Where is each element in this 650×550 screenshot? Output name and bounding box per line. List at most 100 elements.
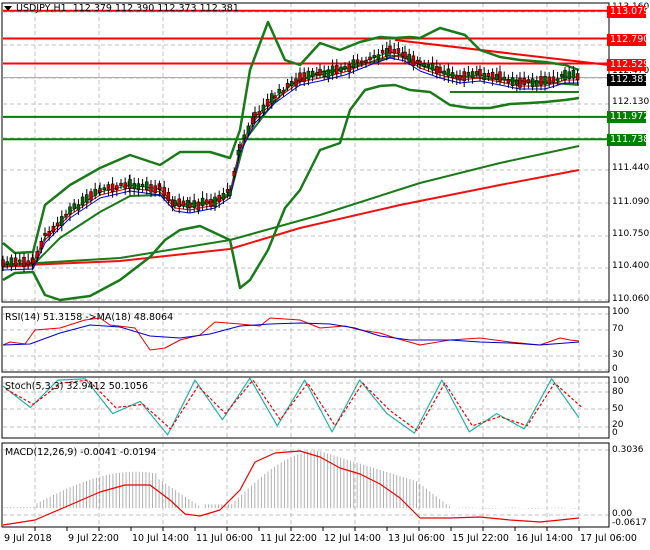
candle-body [106,184,111,191]
candle-body [281,90,286,94]
candle-body [490,71,495,80]
rsi-label: RSI(14) 51.3158 ->MA(18) 48.8064 [5,312,174,323]
candle-body [173,200,177,206]
price-level-label: 112.790 [607,34,649,46]
candle-body [177,198,181,208]
price-tick: 112.130 [612,97,650,107]
time-tick: 10 Jul 14:00 [132,533,189,544]
candle-body [294,78,298,87]
candle-body [102,187,106,190]
candle-body [39,240,44,249]
candle-body [242,134,246,140]
candle-body [140,183,145,187]
candle-body [55,222,60,227]
candle-body [253,111,257,117]
candle-body [310,70,315,77]
candle-body [466,71,471,76]
candle-body [9,257,14,267]
candle-body [322,71,326,78]
candle-body [265,98,270,107]
candle-body [567,71,571,79]
candle-body [153,185,157,194]
time-tick: 17 Jul 06:00 [580,533,637,544]
main-panel [1,2,610,303]
candle-body [290,81,294,87]
candle-body [430,63,435,71]
candle-body [302,72,306,82]
candle-body [132,183,136,190]
candle-body [162,187,166,196]
candle-body [188,202,192,208]
bollinger-upper [2,20,580,255]
candle-body [510,77,515,87]
candle-body [76,204,81,211]
candle-body [372,55,376,58]
candle-body [136,183,141,191]
candle-body [560,74,564,77]
candle-body [213,196,217,207]
price-level-label: 113.079 [607,6,649,18]
candle-body [547,76,551,85]
candle-body [166,191,171,202]
candle-body [351,59,356,68]
candle-body [502,76,506,81]
candle-body [318,68,322,76]
indicator-tick: 20 [612,420,624,430]
time-tick: 9 Jul 2018 [4,533,52,544]
candle-body [22,257,26,268]
macd-signal-line [2,450,580,526]
candle-body [475,71,479,75]
indicator-tick: 0 [612,428,618,438]
candle-body [64,213,68,217]
candle-body [563,70,567,81]
candle-body [498,71,502,82]
time-tick: 9 Jul 22:00 [68,533,119,544]
candle-body [518,77,522,88]
price-tick: 110.400 [612,261,650,271]
candle-body [571,69,576,79]
candle-body [360,60,364,64]
collapse-triangle-icon[interactable] [4,6,12,11]
time-tick: 16 Jul 14:00 [516,533,573,544]
bollinger-upper [2,83,580,302]
candle-body [47,231,51,237]
candle-body [209,198,213,208]
candle-body [85,194,89,203]
candle-body [543,76,547,85]
candle-body [196,201,201,211]
candle-body [438,66,442,74]
candle-body [355,59,360,64]
candle-body [149,184,153,193]
candle-body [515,79,519,85]
candle-body [285,82,290,89]
candle-body [115,185,119,190]
candle-body [51,225,56,233]
time-tick: 11 Jul 22:00 [260,533,317,544]
candle-body [298,72,302,82]
candle-body [335,65,339,74]
candle-body [26,260,30,266]
candle-body [261,104,266,114]
indicator-tick: 100 [612,376,630,386]
ohlc-values: 112.379 112.390 112.373 112.381 [72,3,239,14]
indicator-tick: 100 [612,307,630,317]
candle-body [470,71,475,79]
stoch-label: Stoch(5,3,3) 32.9412 50.1056 [5,381,149,392]
candle-body [392,49,396,54]
candle-body [411,55,416,66]
symbol-timeframe: USDJPY,H1 [16,3,67,14]
candle-body [555,78,560,82]
rsi-ma-line [2,322,580,346]
candle-body [347,64,351,72]
candle-body [228,189,232,196]
candle-body [13,257,18,266]
candle-body [68,206,72,215]
candle-body [426,63,431,68]
candle-body [450,72,455,78]
candle-body [158,186,162,190]
candle-body [119,182,123,186]
candle-body [522,77,526,85]
price-level-label: 112.381 [607,74,649,86]
indicator-tick: 70 [612,324,624,334]
